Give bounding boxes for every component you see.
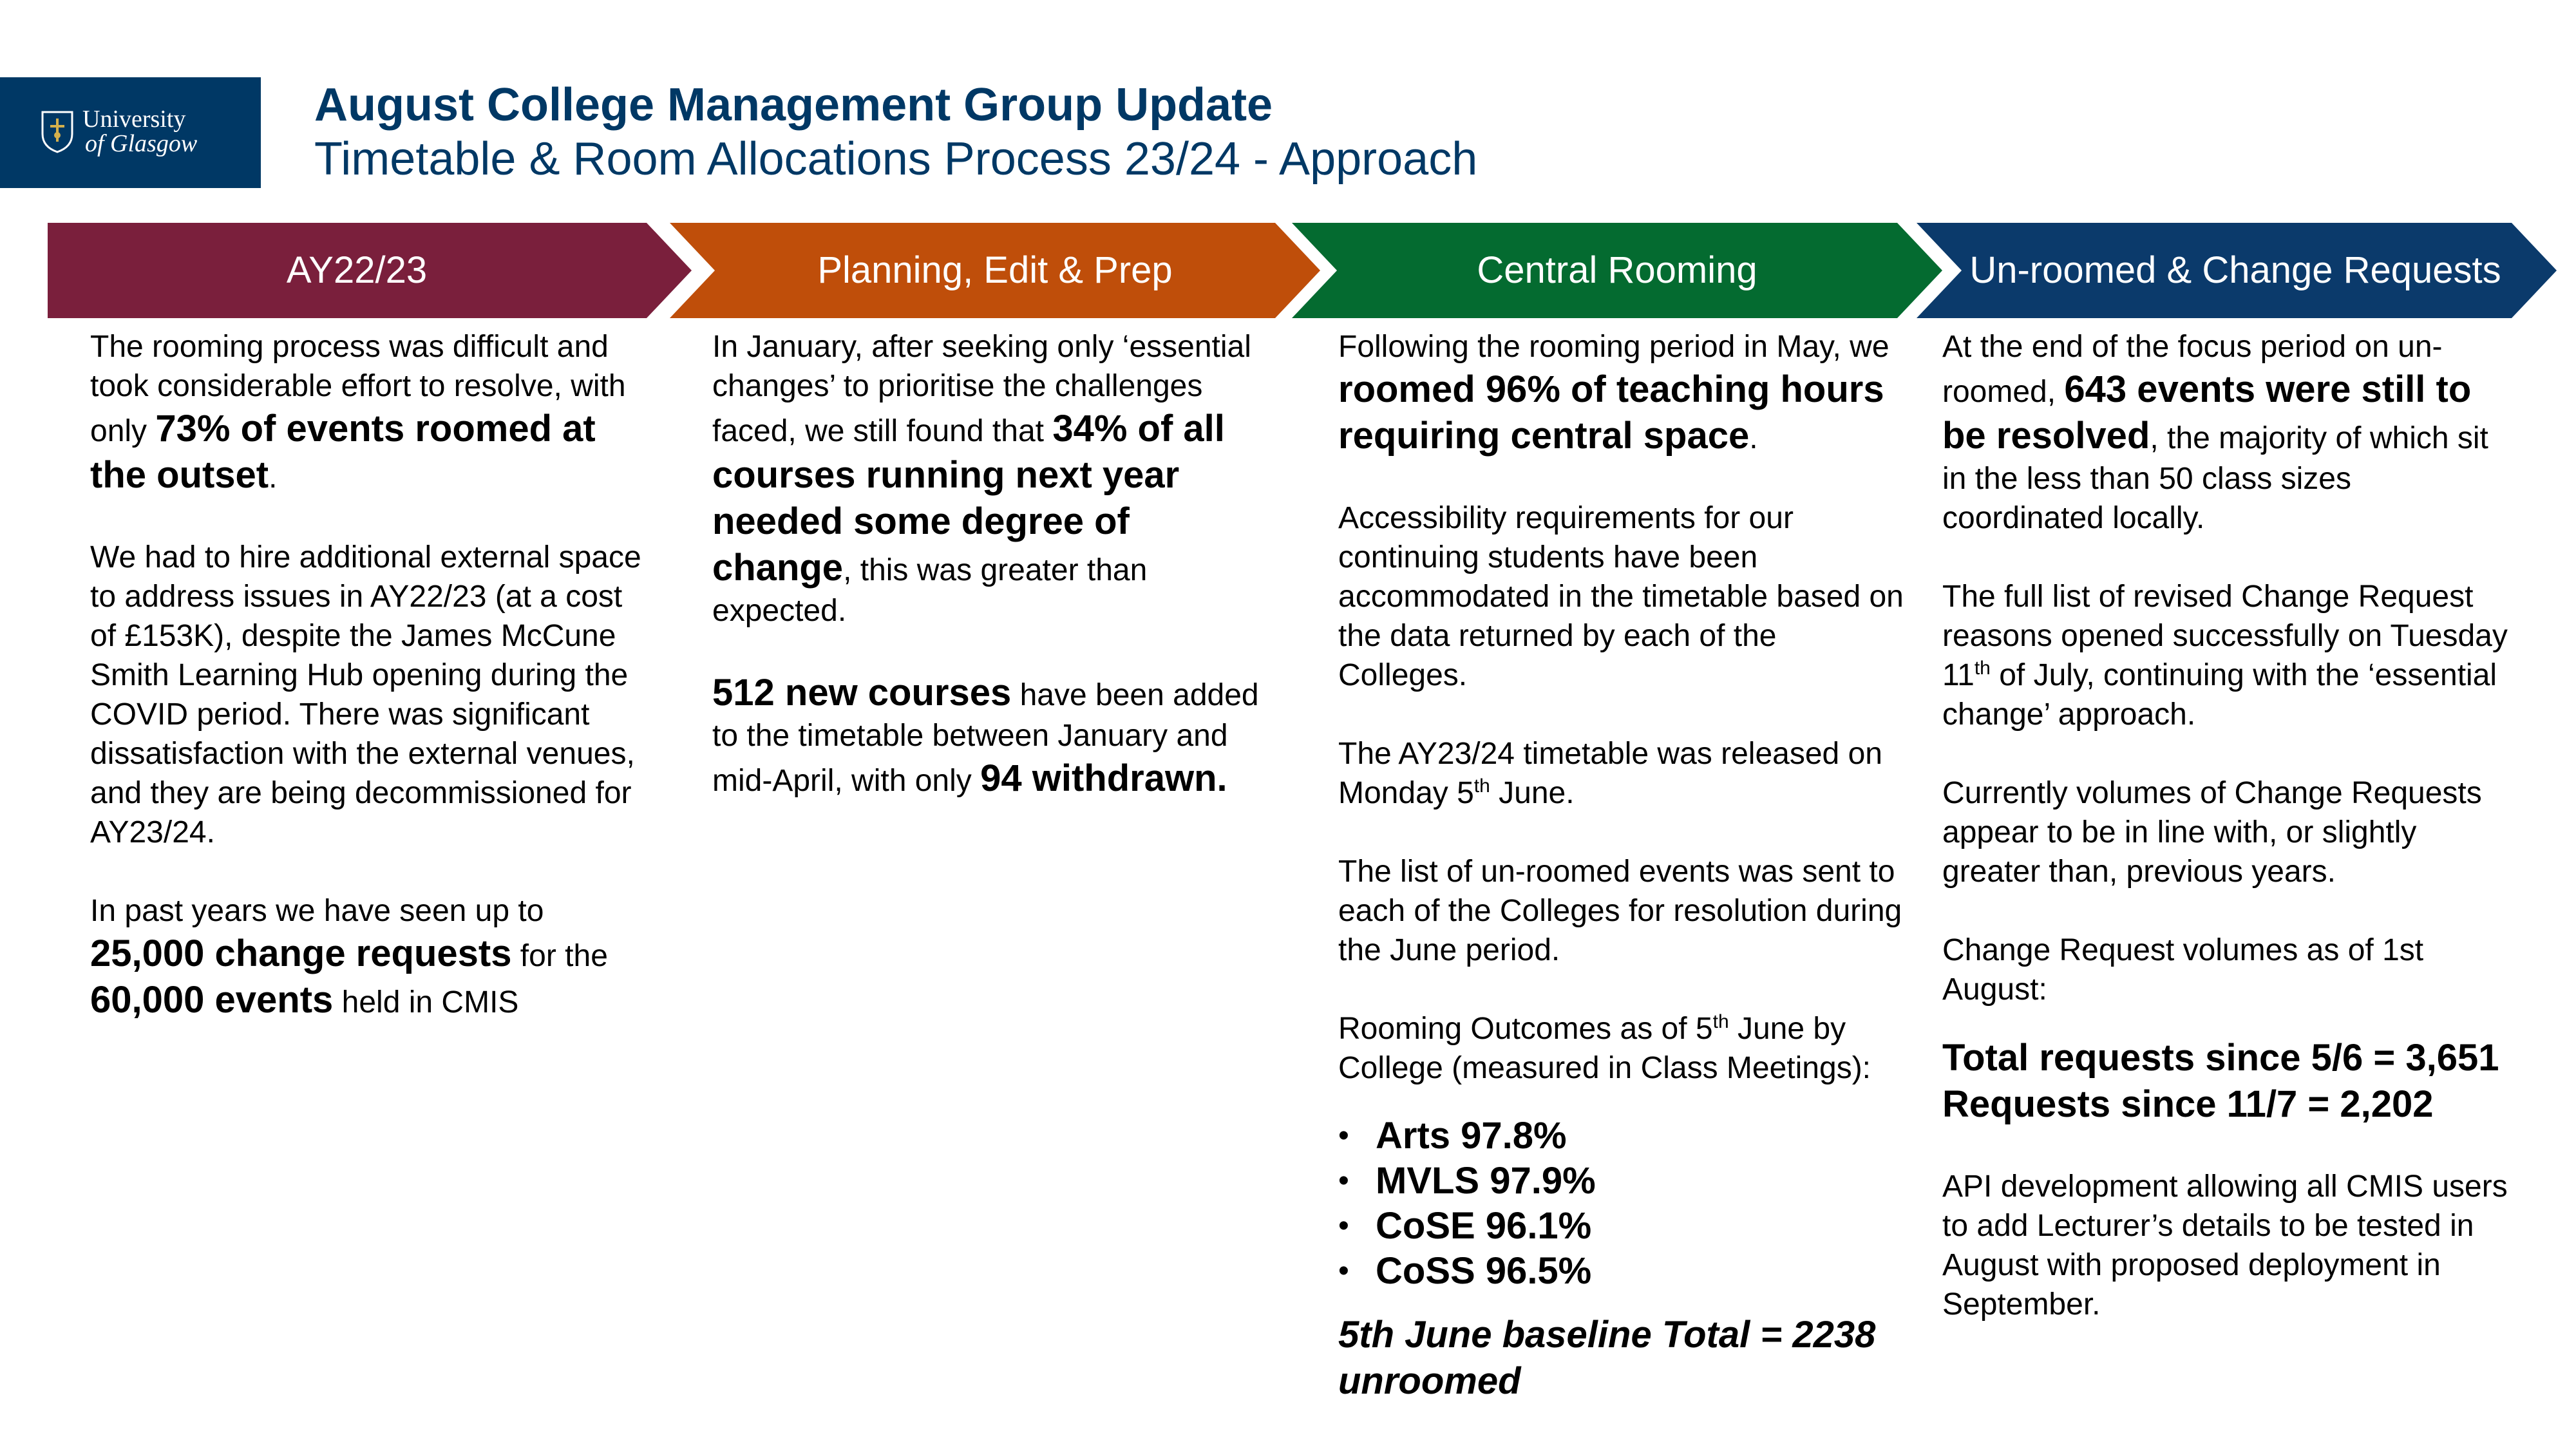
paragraph: The list of un-roomed events was sent to… [1338,855,1902,967]
paragraph: At the end of the focus period on un-roo… [1942,327,2509,538]
university-logo: University of Glasgow [0,77,261,188]
logo-line-2: of Glasgow [85,130,198,157]
text: . [269,460,278,495]
outcome-item: CoSE 96.1% [1338,1204,1905,1249]
stage-arrow-shape [1917,223,2557,318]
requests-since: Requests since 11/7 = 2,202 [1942,1083,2434,1125]
superscript: th [1712,1011,1729,1032]
page-title: August College Management Group Update [314,79,1273,131]
paragraph: 512 new courses have been added to the t… [712,670,1279,802]
paragraph: In past years we have seen up to 25,000 … [90,891,650,1023]
stage-label: Planning, Edit & Prep [817,249,1173,291]
text: The full list of revised Change Request … [1942,580,2508,692]
crest-icon [41,111,73,153]
highlight-text: 643 events were still to be resolved [1942,368,2472,457]
text: June. [1490,776,1575,810]
baseline-total: 5th June baseline Total = 2238 unroomed [1338,1314,1876,1402]
stage-arrow-central-rooming: Central Rooming [1292,223,1942,318]
stage-arrow-shape [48,223,692,318]
stage-label: AY22/23 [286,249,428,291]
stage-label: Central Rooming [1477,249,1757,291]
text: At the end of the focus period on un-roo… [1942,330,2443,409]
outcomes-list: Arts 97.8% MVLS 97.9% CoSE 96.1% CoSS 96… [1338,1113,1905,1294]
stage-label: Un-roomed & Change Requests [1969,249,2501,291]
outcome-item: MVLS 97.9% [1338,1159,1905,1204]
paragraph: Following the rooming period in May, we … [1338,327,1905,459]
paragraph: Change Request volumes as of 1st August: [1942,933,2424,1007]
highlight-text: 73% of events roomed at the outset [90,408,596,496]
paragraph: The full list of revised Change Request … [1942,577,2509,734]
text: Following the rooming period in May, we [1338,330,1889,364]
stage-arrow-shape [1292,223,1942,318]
text: for the [511,939,608,973]
paragraph: The rooming process was difficult and to… [90,327,650,498]
highlight-text: 34% of all courses running next year nee… [712,408,1225,589]
outcome-item: Arts 97.8% [1338,1113,1905,1159]
text: , this was greater than expected. [712,553,1148,628]
text: held in CMIS [333,985,519,1019]
logo-line-1: University [82,106,186,133]
column-ay2223: The rooming process was difficult and to… [90,327,650,1023]
paragraph: Currently volumes of Change Requests app… [1942,776,2482,889]
text: June by College (measured in Class Meeti… [1338,1012,1871,1085]
stage-arrow-shape [670,223,1320,318]
text: The rooming process was difficult and to… [90,330,626,448]
page-subtitle: Timetable & Room Allocations Process 23/… [314,133,1478,185]
paragraph: In January, after seeking only ‘essentia… [712,327,1279,630]
paragraph: The AY23/24 timetable was released on Mo… [1338,734,1905,813]
text: Rooming Outcomes as of 5 [1338,1012,1713,1046]
text: The AY23/24 timetable was released on Mo… [1338,737,1882,810]
text: of July, continuing with the ‘essential … [1942,658,2497,732]
text: , the majority of which sit in the less … [1942,421,2488,535]
paragraph: Rooming Outcomes as of 5th June by Colle… [1338,1009,1905,1088]
highlight-text: 60,000 events [90,979,334,1021]
paragraph: Accessibility requirements for our conti… [1338,501,1904,692]
stage-arrow-planning: Planning, Edit & Prep [670,223,1320,318]
text: In January, after seeking only ‘essentia… [712,330,1251,448]
highlight-text: 25,000 change requests [90,933,512,974]
superscript: th [1974,658,1991,679]
paragraph: API development allowing all CMIS users … [1942,1170,2508,1321]
superscript: th [1473,775,1490,797]
column-central-rooming: Following the rooming period in May, we … [1338,327,1905,1405]
highlight-text: 512 new courses [712,672,1012,714]
highlight-text: 94 withdrawn. [980,757,1227,799]
highlight-text: roomed 96% of teaching hours requiring c… [1338,368,1884,457]
paragraph: We had to hire additional external space… [90,540,641,849]
text: . [1749,421,1758,455]
column-planning: In January, after seeking only ‘essentia… [712,327,1279,802]
outcome-item: CoSS 96.5% [1338,1249,1905,1294]
text: In past years we have seen up to [90,894,544,928]
text: have been added to the timetable between… [712,678,1259,798]
logo-wordmark: University of Glasgow [82,107,197,156]
stage-arrow-unroomed: Un-roomed & Change Requests [1917,223,2557,318]
total-requests: Total requests since 5/6 = 3,651 [1942,1037,2499,1079]
stage-arrow-ay2223: AY22/23 [48,223,692,318]
column-unroomed: At the end of the focus period on un-roo… [1942,327,2509,1324]
